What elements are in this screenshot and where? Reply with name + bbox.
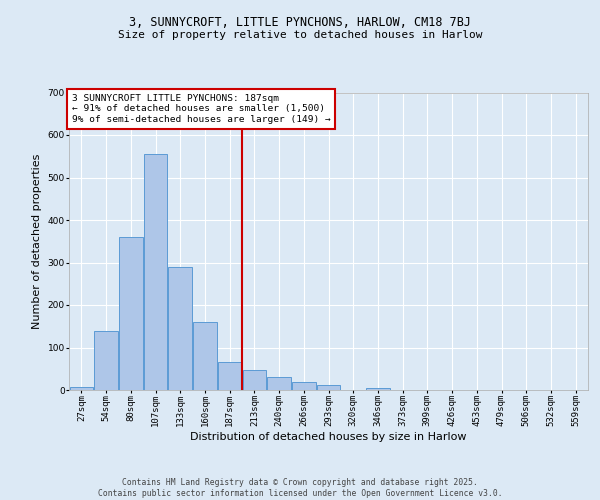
Bar	[292, 382, 316, 390]
Text: 3, SUNNYCROFT, LITTLE PYNCHONS, HARLOW, CM18 7BJ: 3, SUNNYCROFT, LITTLE PYNCHONS, HARLOW, …	[129, 16, 471, 29]
X-axis label: Distribution of detached houses by size in Harlow: Distribution of detached houses by size …	[190, 432, 467, 442]
Bar	[169, 267, 192, 390]
Bar	[119, 237, 143, 390]
Bar	[242, 370, 266, 390]
Bar	[366, 388, 389, 390]
Bar	[218, 362, 241, 390]
Text: Size of property relative to detached houses in Harlow: Size of property relative to detached ho…	[118, 30, 482, 40]
Bar	[193, 322, 217, 390]
Text: Contains HM Land Registry data © Crown copyright and database right 2025.
Contai: Contains HM Land Registry data © Crown c…	[98, 478, 502, 498]
Bar	[70, 386, 93, 390]
Text: 3 SUNNYCROFT LITTLE PYNCHONS: 187sqm
← 91% of detached houses are smaller (1,500: 3 SUNNYCROFT LITTLE PYNCHONS: 187sqm ← 9…	[71, 94, 331, 124]
Bar	[317, 385, 340, 390]
Bar	[144, 154, 167, 390]
Bar	[94, 332, 118, 390]
Y-axis label: Number of detached properties: Number of detached properties	[32, 154, 42, 329]
Bar	[268, 377, 291, 390]
